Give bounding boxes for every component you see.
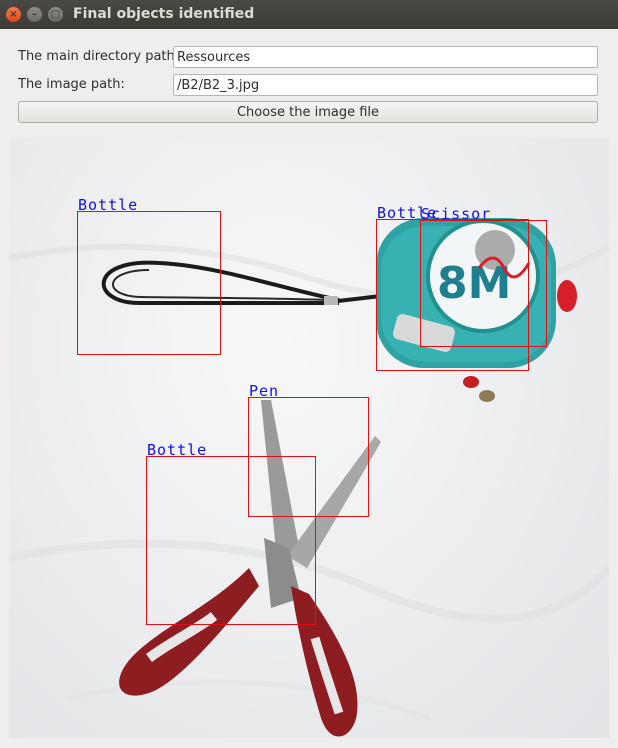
maximize-icon: □: [50, 8, 61, 20]
directory-path-label: The main directory path:: [18, 49, 180, 64]
close-icon: ×: [9, 8, 18, 20]
detection-box: [146, 456, 316, 625]
tape-measure-drawing: 8M: [376, 218, 577, 402]
choose-image-file-button[interactable]: Choose the image file: [18, 101, 598, 123]
detection-box: [376, 219, 529, 371]
detection-label: Bottle: [78, 196, 139, 214]
image-path-input[interactable]: [173, 74, 598, 96]
detection-box: [248, 397, 369, 517]
close-window-button[interactable]: ×: [6, 7, 21, 22]
detection-image: 8M Bottle Bottle Scissor Pen Bottle: [9, 138, 609, 738]
strap-drawing: [101, 260, 382, 305]
detection-label: Bottle: [377, 204, 438, 222]
minimize-icon: –: [32, 8, 37, 20]
window-title: Final objects identified: [73, 6, 255, 22]
detection-label: Scissor: [421, 205, 492, 223]
image-path-label: The image path:: [18, 77, 125, 92]
scissors-drawing: [119, 400, 381, 737]
detection-label: Pen: [249, 382, 280, 400]
maximize-window-button[interactable]: □: [48, 7, 63, 22]
title-bar: × – □ Final objects identified: [0, 0, 618, 29]
minimize-window-button[interactable]: –: [27, 7, 42, 22]
directory-path-input[interactable]: [173, 46, 598, 68]
detection-box: [77, 211, 221, 355]
photo-illustration: 8M: [9, 218, 609, 737]
detection-box: [420, 220, 547, 347]
detection-label: Bottle: [147, 441, 208, 459]
svg-text:8M: 8M: [437, 258, 511, 309]
